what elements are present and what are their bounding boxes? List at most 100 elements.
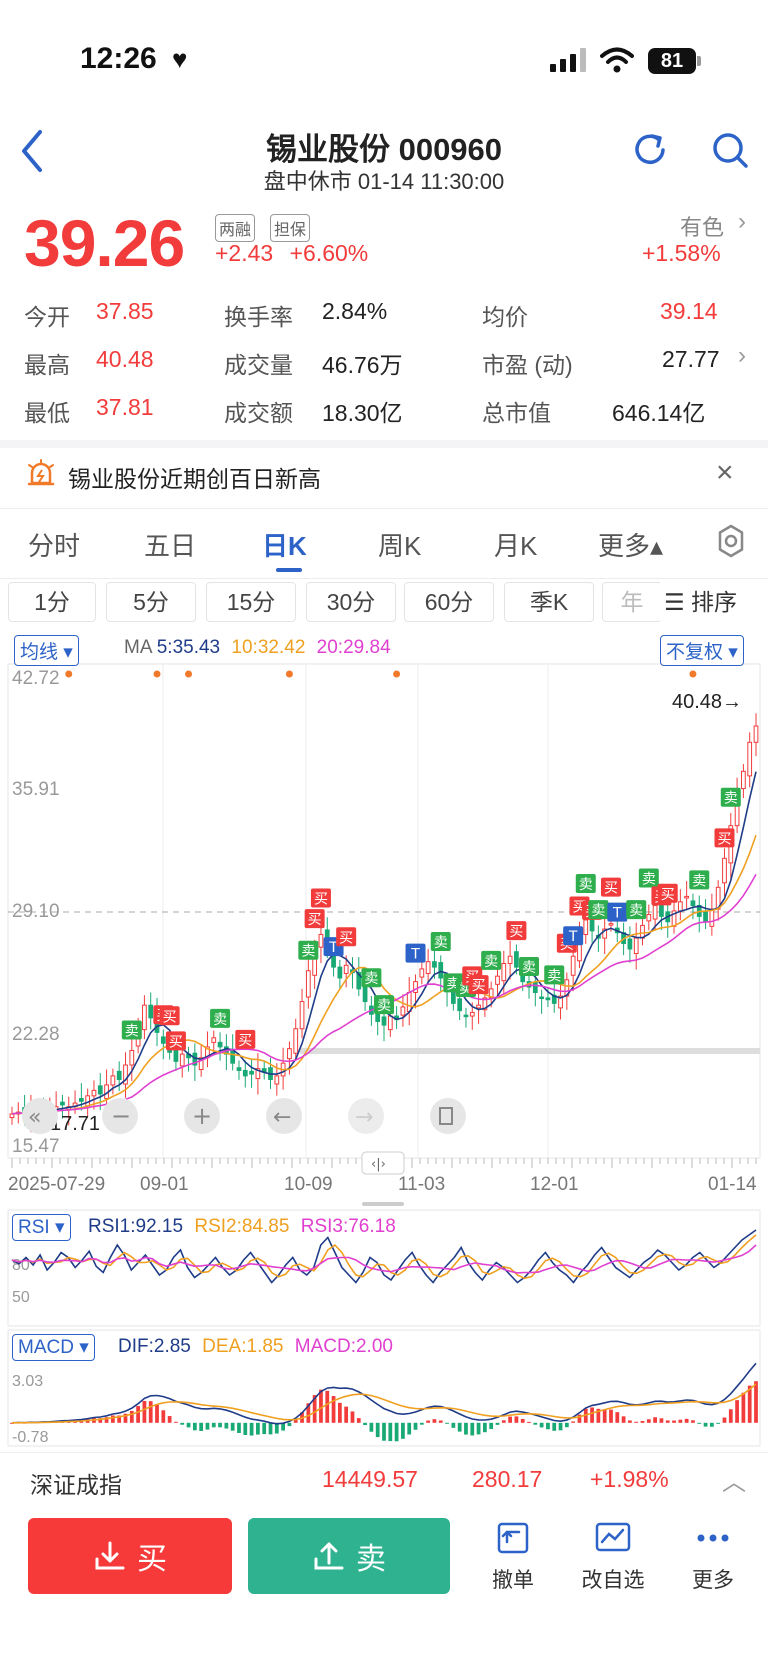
signal-label: 卖 [301, 944, 315, 960]
buy-icon [95, 1541, 125, 1570]
candle-body [482, 997, 488, 1011]
kline-chart[interactable]: 卖买买买卖买卖买买T买卖卖T卖卖卖买买卖买卖卖买T买卖买卖买T卖卖买买卖买卖 4… [0, 630, 768, 1450]
candle-body [123, 1064, 128, 1085]
last-price: 39.26 [24, 206, 185, 280]
search-icon[interactable] [710, 130, 750, 170]
ma-values: MA 5:35.43 10:32.42 20:29.84 [124, 637, 391, 659]
svg-text:←: ← [273, 1105, 291, 1130]
margin-tag[interactable]: 两融 [215, 214, 256, 242]
refresh-icon[interactable] [630, 130, 670, 170]
macd-bar [533, 1422, 538, 1425]
signal-label: 买 [717, 831, 731, 847]
back-icon[interactable] [18, 126, 48, 176]
signal-label: 买 [661, 887, 675, 903]
sector-name[interactable]: 有色 [680, 215, 725, 240]
macd-bar [501, 1420, 506, 1423]
chart-scroll-handle[interactable] [361, 1151, 405, 1175]
candle-body [293, 1028, 299, 1054]
candle-body [110, 1075, 116, 1086]
cellular-signal-icon [550, 48, 586, 72]
signal-badge [430, 931, 451, 951]
interval-60min[interactable]: 60分 [404, 582, 494, 622]
rotate-screen-button[interactable] [430, 1098, 466, 1134]
chevron-right-icon[interactable]: › [738, 208, 746, 235]
macd-bar [262, 1422, 267, 1435]
y-tick: 22.28 [12, 1024, 60, 1045]
candle-body [305, 970, 311, 998]
adjust-selector[interactable]: 不复权 ▾ [660, 635, 744, 666]
macd-bar [356, 1418, 361, 1423]
macd-bar [363, 1422, 367, 1426]
ma-selector[interactable]: 均线 ▾ [14, 635, 79, 666]
macd-bar [111, 1415, 115, 1423]
candle-body [356, 972, 362, 990]
tab-intraday[interactable]: 分时 [28, 531, 81, 561]
chevron-right-icon[interactable]: › [738, 342, 746, 369]
interval-30min[interactable]: 30分 [306, 582, 396, 622]
collateral-tag[interactable]: 担保 [270, 214, 311, 242]
macd-bar [186, 1422, 191, 1428]
event-markers [65, 670, 697, 678]
candle-body [387, 1015, 393, 1031]
tab-five-day[interactable]: 五日 [144, 531, 197, 561]
stat-label[interactable]: 市盈 (动) [482, 352, 573, 378]
macd-selector[interactable]: MACD ▾ [12, 1334, 95, 1361]
interval-year[interactable]: 年 [602, 582, 662, 622]
tab-daily-k[interactable]: 日K [262, 531, 307, 561]
signal-label: 卖 [213, 1012, 227, 1028]
sell-button[interactable]: 卖 [248, 1518, 450, 1594]
candle-body [60, 1101, 65, 1106]
interval-15min[interactable]: 15分 [206, 582, 296, 622]
candle-body [160, 1036, 166, 1044]
svg-text:+: + [192, 1102, 212, 1130]
macd-bar [495, 1422, 500, 1425]
candle-body [438, 962, 444, 979]
tab-monthly-k[interactable]: 月K [494, 531, 538, 561]
scroll-right-button[interactable]: → [348, 1098, 384, 1134]
candle-body [741, 770, 746, 790]
zoom-in-button[interactable]: + [184, 1098, 220, 1134]
edit-watchlist-button[interactable]: 改自选 [568, 1518, 658, 1594]
interval-5min[interactable]: 5分 [106, 582, 196, 622]
sort-button[interactable]: ☰ 排序 [660, 582, 768, 622]
macd-bar [224, 1422, 229, 1429]
macd-bar [350, 1411, 355, 1423]
svg-text:«: « [28, 1105, 41, 1130]
interval-1min[interactable]: 1分 [8, 582, 96, 622]
candle-body [539, 996, 545, 1000]
interval-quarter[interactable]: 季K [504, 582, 594, 622]
cancel-order-button[interactable]: 撤单 [468, 1518, 558, 1594]
zoom-out-button[interactable]: − [102, 1098, 138, 1134]
macd-bar [268, 1422, 273, 1435]
y-tick: 15.47 [12, 1136, 60, 1157]
watchlist-chart-icon [595, 1522, 631, 1552]
candle-body [419, 968, 425, 978]
more-button[interactable]: 更多 [668, 1518, 758, 1594]
tab-weekly-k[interactable]: 周K [378, 531, 422, 561]
macd-bar [337, 1402, 342, 1423]
macd-bar [577, 1414, 582, 1423]
gear-icon[interactable] [714, 524, 748, 558]
macd-bar [558, 1422, 563, 1431]
signal-label: 买 [308, 912, 322, 928]
event-dot [689, 670, 697, 678]
buy-button[interactable]: 买 [28, 1518, 232, 1594]
close-icon[interactable]: × [716, 456, 734, 489]
macd-bar [571, 1421, 576, 1423]
signal-label: 买 [169, 1034, 183, 1050]
index-ticker-bar[interactable] [0, 1452, 768, 1506]
rsi-selector[interactable]: RSI ▾ [12, 1214, 71, 1241]
notice-text[interactable]: 锡业股份近期创百日新高 [68, 466, 321, 492]
macd-bar [199, 1422, 204, 1431]
scroll-left-button[interactable]: ← [266, 1098, 302, 1134]
candle-body [318, 933, 324, 948]
scroll-handle-icon[interactable]: ‹|› [371, 1157, 386, 1172]
chevron-up-icon[interactable]: ︿ [722, 1469, 746, 1496]
nav-button-start[interactable]: « [22, 1098, 58, 1134]
svg-text:−: − [111, 1102, 131, 1130]
macd-bar [709, 1422, 714, 1427]
macd-bar [432, 1419, 437, 1423]
tab-more[interactable]: 更多▴ [598, 531, 664, 561]
panel-resize-handle[interactable] [362, 1202, 404, 1206]
candle-body [78, 1098, 84, 1102]
